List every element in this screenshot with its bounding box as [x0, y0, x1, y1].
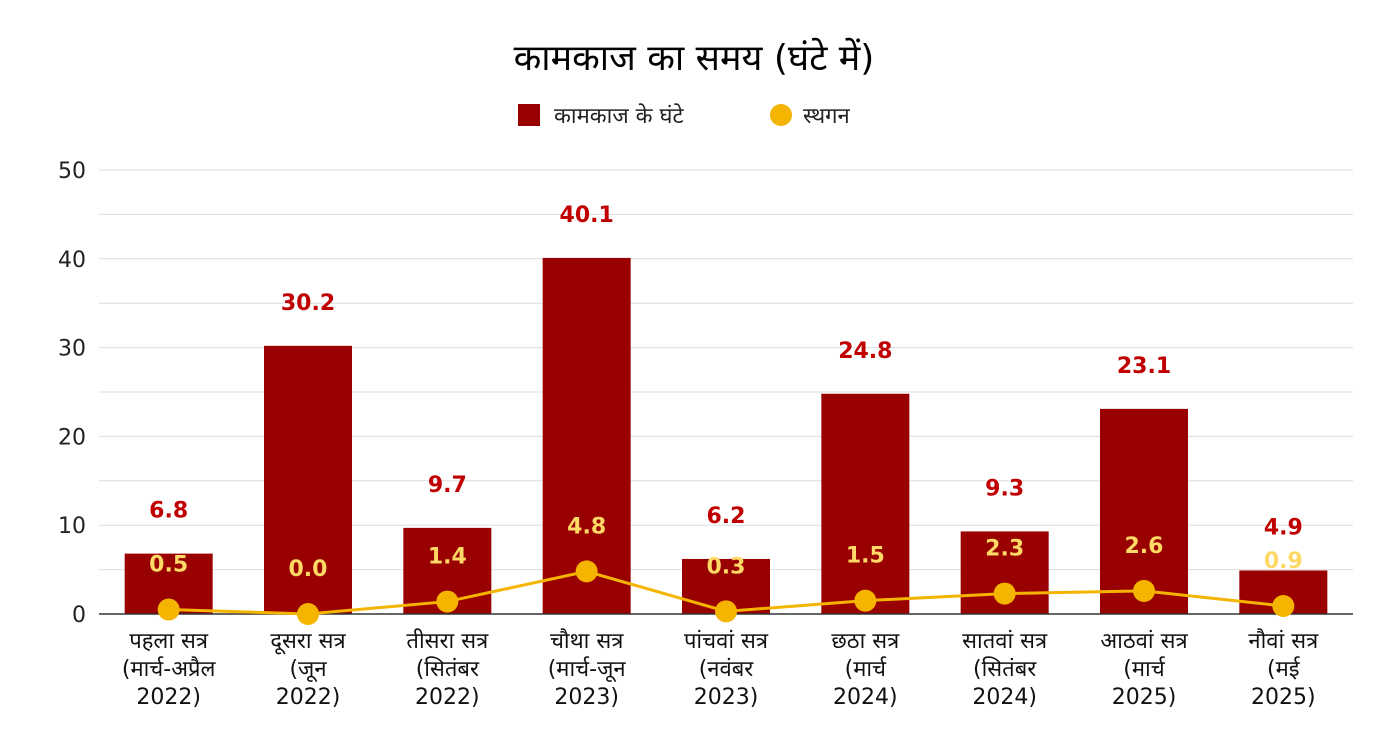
line-data-label: 4.8: [567, 514, 606, 539]
bar-data-label: 9.7: [428, 473, 467, 498]
bar-data-label: 23.1: [1117, 354, 1171, 379]
legend-label-bar: कामकाज के घंटे: [554, 103, 685, 129]
x-tick-label: पहला सत्र (मार्च-अप्रैल 2022): [122, 629, 217, 710]
bar-labels: 6.8 30.2 9.7 40.1 6.2 24.8 9.3 23.1 4.9: [149, 203, 1303, 541]
x-tick-label: पांचवां सत्र (नवंबर 2023): [684, 629, 769, 710]
line-labels: 0.5 0.0 1.4 4.8 0.3 1.5 2.3 2.6 0.9: [149, 514, 1303, 582]
x-tick-label: चौथा सत्र (मार्च-जून 2023): [548, 628, 627, 710]
line-point: [854, 589, 877, 612]
bar-data-label: 6.8: [149, 499, 188, 524]
bar: [1100, 408, 1188, 614]
line-data-label: 0.5: [149, 553, 188, 578]
bar: [264, 345, 352, 614]
line-data-label: 2.3: [985, 537, 1024, 562]
line-point: [436, 590, 459, 613]
line-point: [1272, 595, 1295, 618]
bar: [542, 257, 631, 614]
line-point: [715, 600, 737, 623]
line-data-label: 0.3: [707, 554, 746, 579]
line-data-label: 2.6: [1125, 534, 1164, 559]
bars: [124, 257, 1328, 614]
y-tick-label: 0: [72, 603, 86, 628]
y-tick-label: 20: [58, 425, 86, 450]
line-series: [157, 560, 1295, 625]
legend: कामकाज के घंटे स्थगन: [518, 103, 851, 129]
legend-swatch-bar: [518, 104, 540, 126]
line-point: [575, 560, 598, 583]
bar-data-label: 24.8: [838, 339, 892, 364]
y-tick-label: 50: [58, 159, 86, 184]
line-point: [1133, 579, 1155, 602]
line-data-label: 0.0: [289, 557, 328, 582]
line-point: [297, 603, 319, 625]
x-tick-label: छठा सत्र (मार्च 2024): [831, 629, 900, 710]
bar-data-label: 9.3: [985, 476, 1024, 501]
x-tick-label: दूसरा सत्र (जून 2022): [270, 629, 346, 710]
bar-data-label: 4.9: [1264, 515, 1303, 540]
y-tick-label: 10: [58, 514, 86, 539]
legend-swatch-line: [770, 104, 792, 126]
bar-data-label: 30.2: [281, 291, 335, 316]
chart-title: कामकाज का समय (घंटे में): [514, 37, 875, 79]
y-tick-label: 40: [58, 248, 86, 273]
x-axis: पहला सत्र (मार्च-अप्रैल 2022) दूसरा सत्र (जू…: [122, 628, 1319, 710]
y-axis: 0 10 20 30 40 50: [58, 159, 86, 628]
legend-label-line: स्थगन: [803, 104, 851, 129]
line-data-label: 1.5: [846, 544, 885, 569]
x-tick-label: आठवां सत्र (मार्च 2025): [1100, 629, 1188, 710]
line-point: [993, 582, 1016, 605]
line-point: [157, 598, 180, 621]
x-tick-label: नौवां सत्र (मई 2025): [1248, 628, 1319, 710]
bar-data-label: 40.1: [560, 203, 614, 228]
bar-data-label: 6.2: [707, 504, 746, 529]
line-data-label: 1.4: [428, 545, 467, 570]
x-tick-label: सातवां सत्र (सितंबर 2024): [962, 629, 1048, 710]
line-data-label: 0.9: [1264, 549, 1303, 574]
x-tick-label: तीसरा सत्र (सितंबर 2022): [406, 628, 489, 710]
bar: [821, 393, 910, 614]
y-tick-label: 30: [58, 337, 86, 362]
